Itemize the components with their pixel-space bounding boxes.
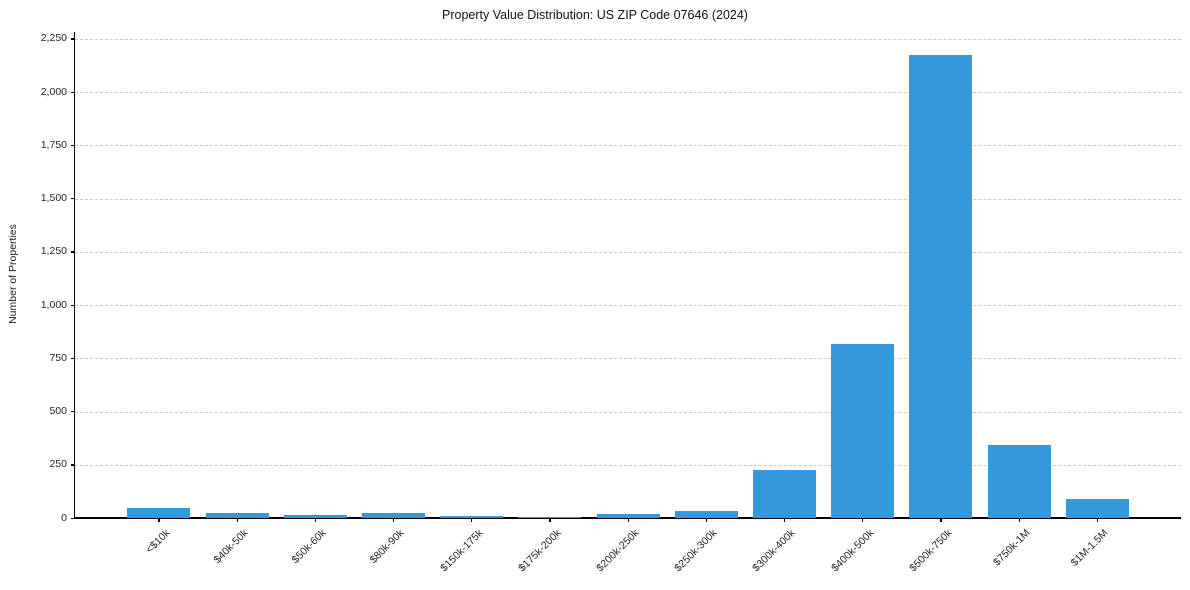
gridline bbox=[75, 251, 1181, 253]
y-tick-mark bbox=[70, 464, 75, 466]
x-tick-label: $150k-175k bbox=[437, 527, 486, 575]
gridline bbox=[75, 358, 1181, 360]
bar-$200k-250k bbox=[596, 513, 660, 518]
x-tick-label: $200k-250k bbox=[594, 527, 642, 575]
bar-$80k-90k bbox=[361, 512, 425, 518]
x-tick-mark bbox=[549, 518, 551, 522]
bar-$750k-1M bbox=[987, 444, 1051, 518]
x-tick-label: $500k-750k bbox=[906, 527, 955, 575]
x-tick-label: $300k-400k bbox=[750, 527, 798, 575]
x-tick-mark bbox=[1096, 518, 1098, 522]
x-tick-mark bbox=[158, 518, 160, 522]
bar-$400k-500k bbox=[831, 344, 895, 518]
y-tick-label: 1,250 bbox=[40, 245, 67, 258]
x-tick-label: $750k-1M bbox=[990, 527, 1033, 569]
bar-<$10k bbox=[127, 508, 191, 518]
y-tick-mark bbox=[70, 144, 75, 147]
x-tick-mark bbox=[940, 518, 942, 522]
y-axis-spine bbox=[74, 32, 76, 518]
bar-$40k-50k bbox=[205, 512, 269, 518]
x-tick-mark bbox=[862, 518, 864, 522]
y-tick-mark bbox=[70, 251, 75, 253]
x-tick-mark bbox=[471, 518, 473, 522]
y-tick-label: 2,250 bbox=[40, 32, 67, 45]
y-tick-mark bbox=[70, 91, 75, 93]
x-tick-label: $1M-1.5M bbox=[1068, 527, 1111, 569]
x-tick-mark bbox=[236, 518, 238, 522]
bar-$1M-1.5M bbox=[1065, 499, 1129, 518]
x-tick-mark bbox=[627, 518, 629, 522]
plot-area bbox=[74, 32, 1181, 519]
bar-$50k-60k bbox=[283, 515, 347, 518]
chart-title: Property Value Distribution: US ZIP Code… bbox=[442, 8, 748, 22]
gridline bbox=[75, 305, 1181, 307]
y-tick-label: 250 bbox=[49, 458, 67, 471]
bar-$175k-200k bbox=[518, 516, 582, 518]
y-tick-label: 1,000 bbox=[40, 298, 67, 311]
bar-$150k-175k bbox=[440, 516, 504, 518]
bar-$300k-400k bbox=[752, 470, 816, 518]
x-tick-label: $250k-300k bbox=[672, 527, 720, 575]
x-tick-label: $40k-50k bbox=[211, 527, 251, 567]
bar-$250k-300k bbox=[674, 511, 738, 518]
y-tick-label: 0 bbox=[61, 511, 67, 524]
x-tick-mark bbox=[783, 518, 786, 522]
x-tick-label: $400k-500k bbox=[828, 527, 877, 575]
y-tick-mark bbox=[70, 38, 75, 40]
x-tick-mark bbox=[1018, 518, 1020, 522]
gridline bbox=[75, 198, 1181, 200]
y-tick-label: 2,000 bbox=[40, 85, 67, 98]
x-tick-label: <$10k bbox=[143, 527, 173, 556]
y-axis-label: Number of Properties bbox=[7, 224, 19, 324]
gridline bbox=[75, 464, 1181, 466]
x-tick-label: $50k-60k bbox=[289, 527, 329, 567]
x-tick-mark bbox=[392, 518, 395, 522]
y-tick-label: 750 bbox=[49, 351, 67, 364]
y-tick-mark bbox=[70, 517, 75, 519]
gridline bbox=[75, 145, 1181, 147]
y-tick-mark bbox=[70, 357, 75, 360]
y-tick-mark bbox=[70, 198, 75, 200]
bar-$500k-750k bbox=[909, 54, 973, 518]
y-tick-label: 500 bbox=[49, 405, 67, 417]
x-tick-label: $175k-200k bbox=[515, 527, 564, 575]
x-tick-mark bbox=[705, 518, 707, 522]
gridline bbox=[75, 92, 1181, 94]
gridline bbox=[75, 411, 1181, 413]
x-tick-mark bbox=[314, 518, 316, 522]
y-tick-mark bbox=[70, 411, 75, 413]
y-tick-label: 1,750 bbox=[40, 138, 67, 151]
y-tick-label: 1,500 bbox=[40, 192, 67, 205]
gridline bbox=[75, 38, 1181, 40]
x-tick-label: $80k-90k bbox=[367, 527, 407, 567]
y-tick-mark bbox=[70, 304, 75, 306]
